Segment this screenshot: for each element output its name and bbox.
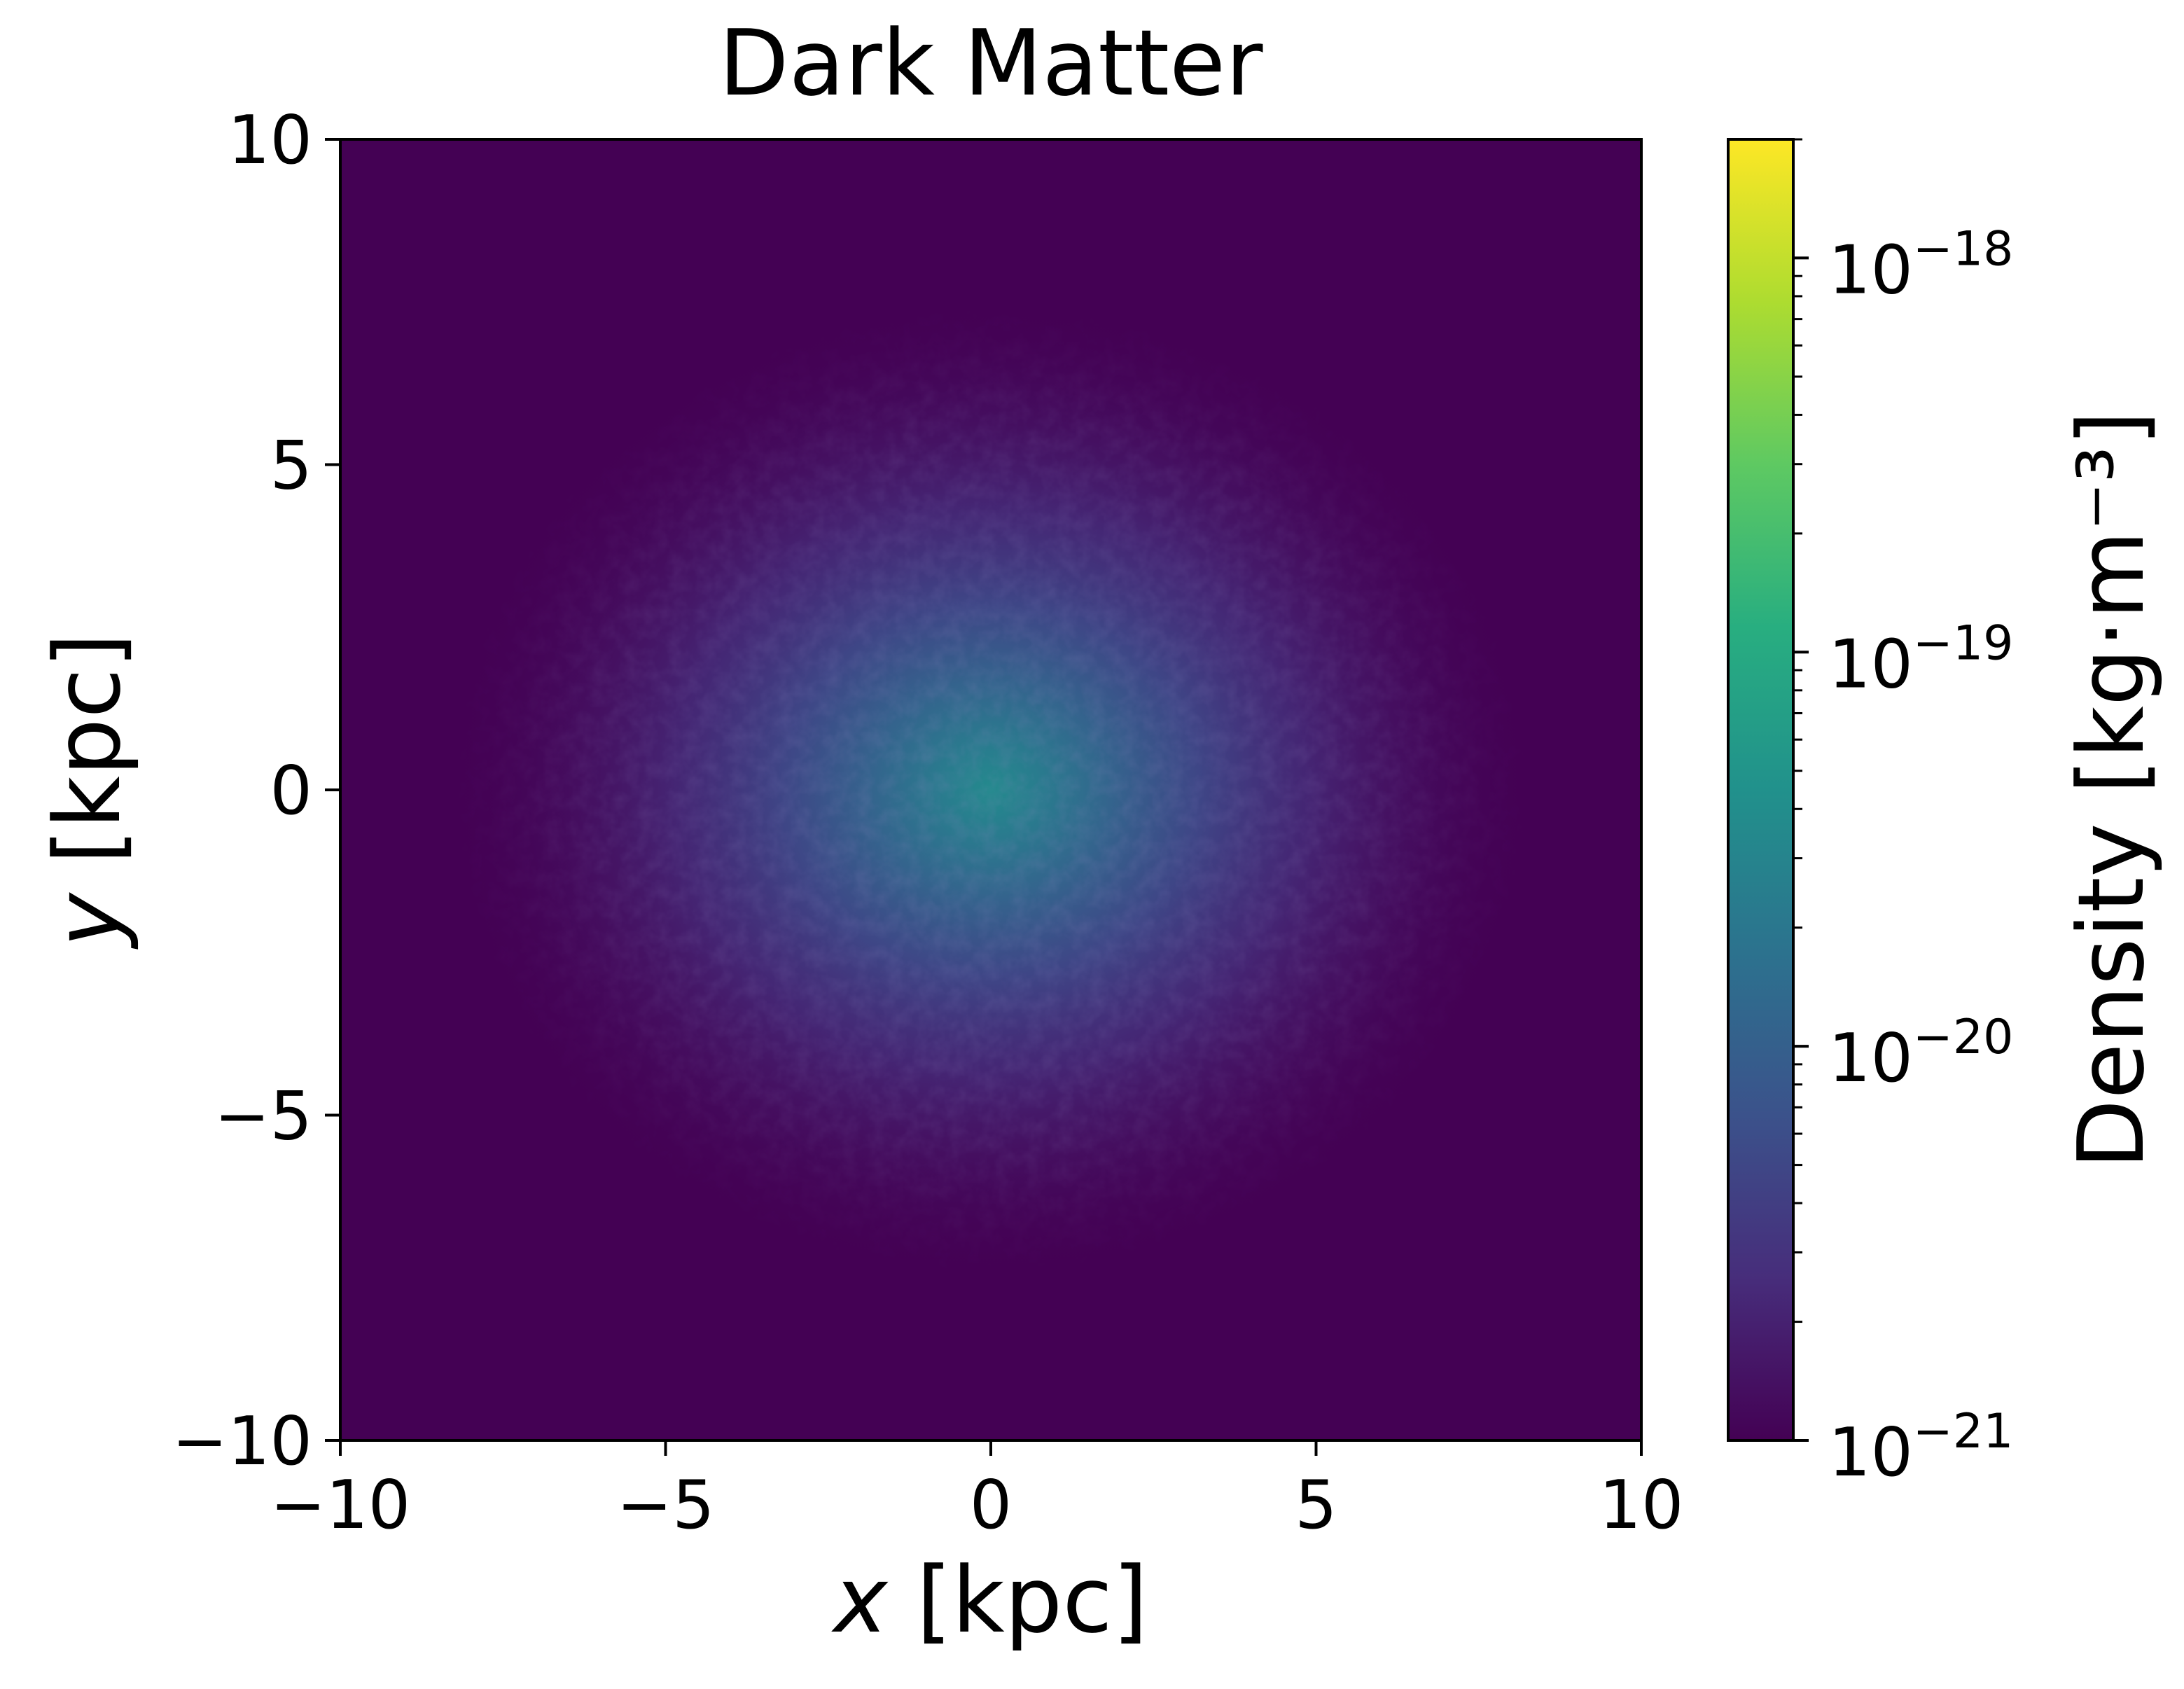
x-tick-label: 0 bbox=[970, 1467, 1012, 1544]
colorbar: 10−21 10−20 10−19 10−18 Density [kg·m⁻³] bbox=[1727, 138, 2164, 1492]
x-axis: −10 −5 0 5 10 bbox=[270, 1440, 1684, 1544]
colorbar-tick-label: 10−20 bbox=[1828, 1010, 2013, 1097]
y-tick-label: 0 bbox=[270, 753, 312, 830]
y-tick-label: 10 bbox=[228, 102, 312, 179]
y-axis-unit: [kpc] bbox=[34, 633, 141, 894]
y-axis-var: y bbox=[34, 891, 141, 950]
heatmap-area bbox=[340, 139, 1641, 1440]
colorbar-ticks: 10−21 10−20 10−19 10−18 bbox=[1793, 138, 2013, 1492]
y-axis: −10 −5 0 5 10 bbox=[172, 102, 340, 1480]
x-axis-var: x bbox=[831, 1547, 889, 1653]
colorbar-tick-label: 10−18 bbox=[1828, 221, 2013, 309]
x-tick-label: 5 bbox=[1295, 1467, 1337, 1544]
x-tick-label: 10 bbox=[1599, 1467, 1684, 1544]
x-axis-unit: [kpc] bbox=[887, 1547, 1148, 1653]
x-tick-label: −5 bbox=[616, 1467, 714, 1544]
x-tick-label: −10 bbox=[270, 1467, 410, 1544]
colorbar-tick-label: 10−21 bbox=[1828, 1404, 2013, 1492]
halo-noise-texture bbox=[340, 139, 1641, 1440]
y-tick-label: −10 bbox=[172, 1403, 312, 1480]
chart-title: Dark Matter bbox=[718, 10, 1263, 116]
x-axis-label: x [kpc] bbox=[831, 1547, 1148, 1653]
y-tick-label: 5 bbox=[270, 428, 312, 505]
y-tick-label: −5 bbox=[214, 1078, 312, 1155]
colorbar-tick-label: 10−19 bbox=[1828, 616, 2013, 703]
colorbar-gradient bbox=[1727, 138, 1795, 1442]
y-axis-label: y [kpc] bbox=[34, 633, 141, 950]
colorbar-label: Density [kg·m⁻³] bbox=[2058, 410, 2164, 1169]
